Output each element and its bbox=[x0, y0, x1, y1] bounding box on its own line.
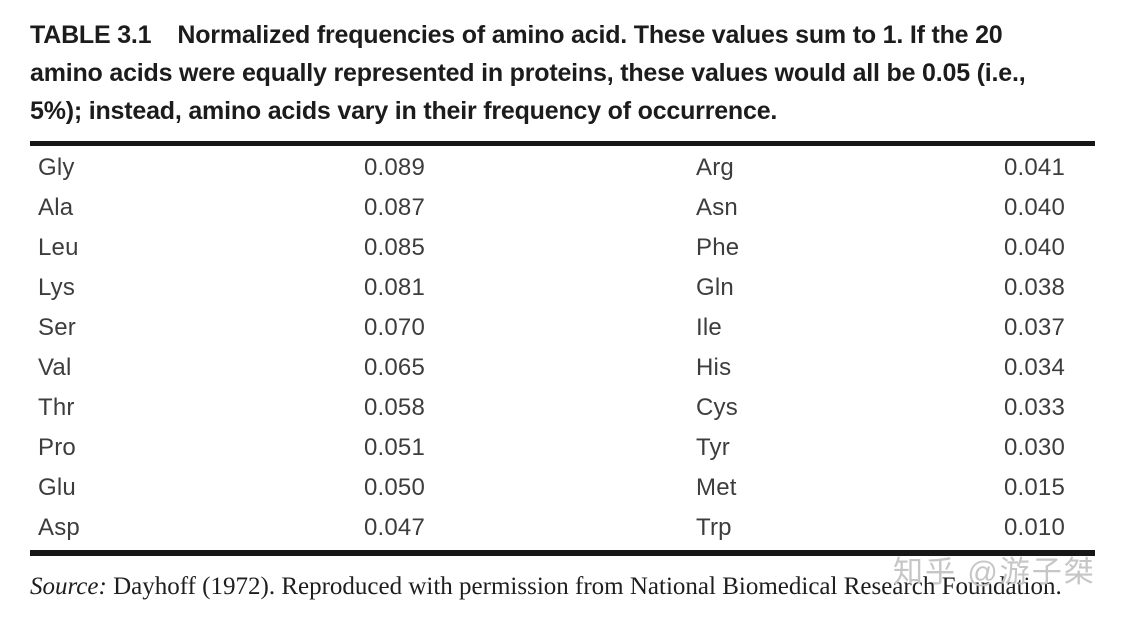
bottom-rule bbox=[30, 550, 1095, 556]
table-row: Val 0.065 His 0.034 bbox=[30, 348, 1097, 388]
table-row: Ala 0.087 Asn 0.040 bbox=[30, 188, 1097, 228]
table-body: Gly 0.089 Arg 0.041 Ala 0.087 Asn 0.040 Leu 0.085… bbox=[30, 148, 1097, 548]
amino-acid-name: Val bbox=[38, 354, 72, 381]
amino-acid-name: Cys bbox=[696, 394, 738, 421]
source-text: Dayhoff (1972). Reproduced with permissi… bbox=[106, 573, 1062, 600]
amino-acid-value: 0.089 bbox=[363, 154, 425, 181]
table-row: Gly 0.089 Arg 0.041 bbox=[30, 148, 1097, 188]
table-row: Asp 0.047 Trp 0.010 bbox=[30, 508, 1097, 548]
amino-acid-value: 0.087 bbox=[363, 194, 425, 221]
amino-acid-value: 0.040 bbox=[1003, 234, 1065, 261]
amino-acid-value: 0.030 bbox=[1003, 434, 1065, 461]
table-row: Leu 0.085 Phe 0.040 bbox=[30, 228, 1097, 268]
amino-acid-value: 0.065 bbox=[363, 354, 425, 381]
amino-acid-name: Tyr bbox=[696, 434, 730, 461]
table-row: Ser 0.070 Ile 0.037 bbox=[30, 308, 1097, 348]
source-note: Source: Dayhoff (1972). Reproduced with … bbox=[30, 573, 1097, 601]
amino-acid-name: Ser bbox=[38, 314, 76, 341]
amino-acid-name: Phe bbox=[696, 234, 740, 261]
table-row: Lys 0.081 Gln 0.038 bbox=[30, 268, 1097, 308]
amino-acid-value: 0.085 bbox=[363, 234, 425, 261]
table-row: Thr 0.058 Cys 0.033 bbox=[30, 388, 1097, 428]
amino-acid-value: 0.047 bbox=[363, 514, 425, 541]
amino-acid-name: Gln bbox=[696, 274, 734, 301]
amino-acid-name: Ile bbox=[696, 314, 722, 341]
amino-acid-value: 0.040 bbox=[1003, 194, 1065, 221]
amino-acid-name: Pro bbox=[38, 434, 76, 461]
amino-acid-value: 0.037 bbox=[1003, 314, 1065, 341]
amino-acid-name: Gly bbox=[38, 154, 75, 181]
amino-acid-name: Ala bbox=[38, 194, 74, 221]
amino-acid-name: Lys bbox=[38, 274, 76, 301]
amino-acid-value: 0.050 bbox=[363, 474, 425, 501]
amino-acid-name: Arg bbox=[696, 154, 734, 181]
amino-acid-name: Trp bbox=[696, 514, 732, 541]
table-caption: TABLE 3.1 Normalized frequencies of amino… bbox=[30, 16, 1070, 130]
table-caption-text: Normalized frequencies of amino acid. Th… bbox=[30, 21, 1026, 125]
amino-acid-value: 0.015 bbox=[1003, 474, 1065, 501]
amino-acid-name: Leu bbox=[38, 234, 79, 261]
amino-acid-value: 0.051 bbox=[363, 434, 425, 461]
amino-acid-value: 0.034 bbox=[1003, 354, 1065, 381]
table-row: Pro 0.051 Tyr 0.030 bbox=[30, 428, 1097, 468]
amino-acid-name: His bbox=[696, 354, 732, 381]
amino-acid-value: 0.058 bbox=[363, 394, 425, 421]
table-row: Glu 0.050 Met 0.015 bbox=[30, 468, 1097, 508]
amino-acid-value: 0.033 bbox=[1003, 394, 1065, 421]
amino-acid-name: Asp bbox=[38, 514, 80, 541]
source-prefix-label: Source: bbox=[30, 573, 107, 600]
amino-acid-name: Asn bbox=[696, 194, 738, 221]
table-figure: TABLE 3.1 Normalized frequencies of amino… bbox=[30, 16, 1097, 601]
amino-acid-value: 0.070 bbox=[363, 314, 425, 341]
amino-acid-value: 0.081 bbox=[363, 274, 425, 301]
amino-acid-value: 0.041 bbox=[1003, 154, 1065, 181]
amino-acid-value: 0.010 bbox=[1003, 514, 1065, 541]
table-number-label: TABLE 3.1 bbox=[30, 21, 152, 49]
top-rule bbox=[30, 141, 1095, 146]
amino-acid-value: 0.038 bbox=[1003, 274, 1065, 301]
amino-acid-name: Thr bbox=[38, 394, 75, 421]
amino-acid-name: Met bbox=[696, 474, 737, 501]
amino-acid-name: Glu bbox=[38, 474, 76, 501]
